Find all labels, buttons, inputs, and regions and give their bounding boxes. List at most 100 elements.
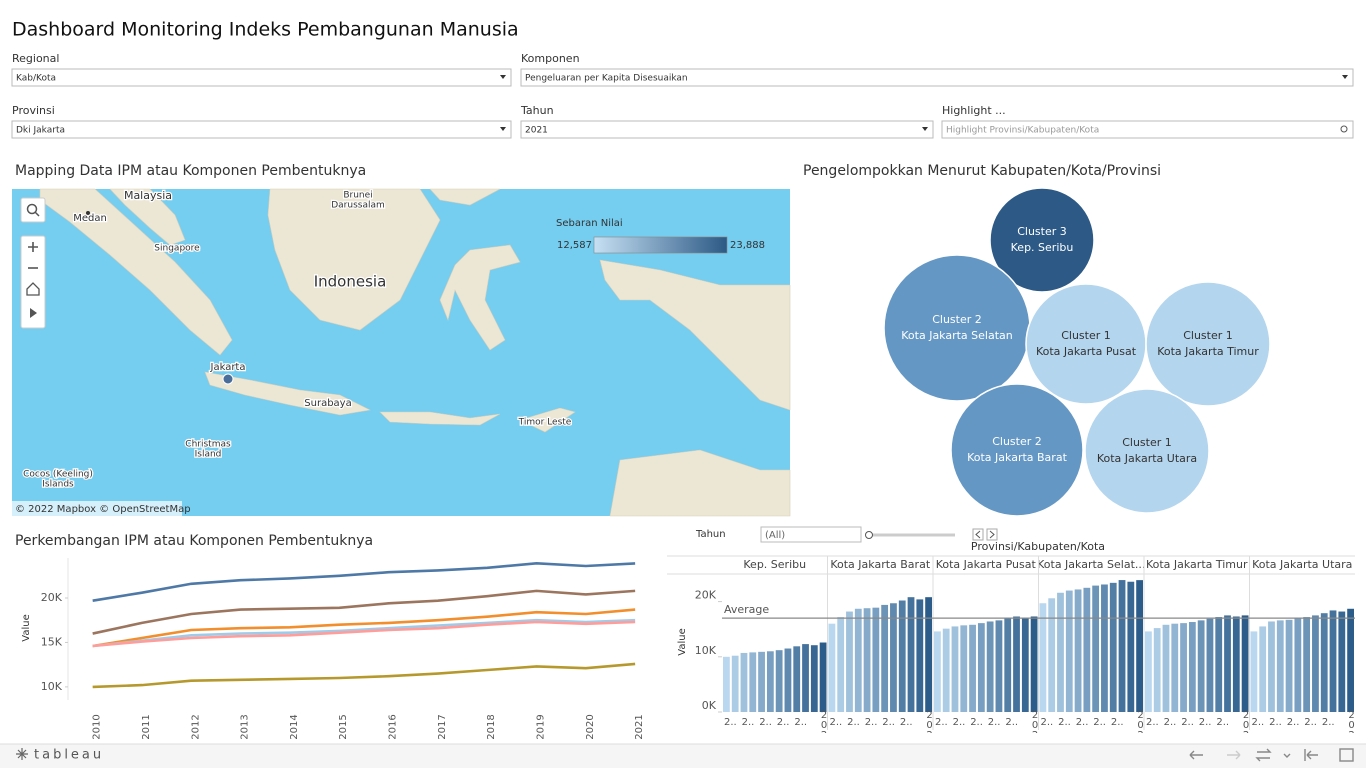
bar[interactable]	[1232, 616, 1240, 712]
bar[interactable]	[872, 607, 880, 712]
bar[interactable]	[898, 600, 906, 712]
bar[interactable]	[1312, 615, 1319, 712]
bar[interactable]	[986, 621, 994, 712]
bar[interactable]	[1153, 628, 1161, 712]
bar[interactable]	[1039, 603, 1047, 712]
undo-button[interactable]	[1189, 750, 1203, 760]
redo-button[interactable]	[1227, 750, 1241, 760]
cluster-bubble[interactable]	[1084, 388, 1210, 514]
bar[interactable]	[793, 646, 801, 712]
slider-next[interactable]	[986, 528, 998, 541]
bar[interactable]	[1021, 617, 1029, 712]
bar[interactable]	[723, 656, 730, 712]
bar[interactable]	[784, 648, 792, 712]
cluster-bubble[interactable]	[989, 187, 1095, 293]
bar[interactable]	[846, 611, 853, 712]
series-line[interactable]	[92, 562, 636, 602]
map-point-jakarta[interactable]	[222, 373, 234, 385]
filter-box[interactable]	[11, 68, 512, 87]
bar[interactable]	[766, 651, 774, 712]
bar[interactable]	[1259, 626, 1267, 712]
bar[interactable]	[1276, 620, 1284, 712]
tableau-logo[interactable]: tableau	[34, 748, 104, 763]
bar[interactable]	[1215, 617, 1223, 712]
bar[interactable]	[1074, 589, 1082, 712]
bar[interactable]	[1285, 619, 1293, 712]
bar[interactable]	[1329, 610, 1337, 712]
bar[interactable]	[1145, 631, 1152, 712]
cluster-bubble[interactable]	[1145, 281, 1271, 407]
bar[interactable]	[1136, 580, 1143, 712]
bar[interactable]	[802, 644, 809, 712]
revert-menu[interactable]	[1283, 753, 1291, 758]
bar[interactable]	[1224, 615, 1231, 712]
bar[interactable]	[854, 608, 862, 712]
bar[interactable]	[1241, 615, 1249, 712]
bar[interactable]	[1065, 590, 1073, 712]
cluster-bubble[interactable]	[1025, 283, 1147, 405]
bar[interactable]	[1004, 618, 1012, 712]
bar[interactable]	[828, 623, 836, 712]
bar[interactable]	[907, 597, 915, 712]
bar[interactable]	[863, 608, 871, 712]
bar[interactable]	[1013, 616, 1020, 712]
bar[interactable]	[881, 604, 889, 712]
zoom-in-button[interactable]	[28, 242, 38, 252]
bar[interactable]	[749, 652, 757, 712]
home-button[interactable]	[26, 282, 40, 296]
bar[interactable]	[925, 597, 932, 712]
year-filter-box[interactable]	[760, 526, 862, 543]
bar[interactable]	[1083, 587, 1091, 712]
bar[interactable]	[740, 652, 748, 712]
map-search-button[interactable]	[20, 197, 46, 223]
cluster-bubble[interactable]	[883, 254, 1031, 402]
reset-button[interactable]	[1304, 749, 1318, 761]
bar[interactable]	[1030, 616, 1038, 712]
bar[interactable]	[1294, 618, 1302, 712]
bar[interactable]	[1162, 624, 1170, 712]
year-slider-handle[interactable]	[865, 531, 873, 539]
bar[interactable]	[1188, 622, 1196, 712]
series-line[interactable]	[92, 662, 636, 689]
bar[interactable]	[1101, 584, 1108, 712]
fullscreen-button[interactable]	[1339, 748, 1354, 762]
bar[interactable]	[1347, 608, 1354, 712]
bar[interactable]	[995, 620, 1003, 712]
series-line[interactable]	[92, 589, 636, 635]
cluster-bubble[interactable]	[950, 383, 1084, 517]
bar[interactable]	[731, 655, 739, 712]
bar[interactable]	[1171, 623, 1179, 712]
bar[interactable]	[960, 625, 968, 712]
bar[interactable]	[1118, 580, 1126, 712]
bar[interactable]	[1109, 582, 1117, 712]
bar[interactable]	[1206, 618, 1214, 712]
bar[interactable]	[810, 645, 818, 712]
bar[interactable]	[1268, 621, 1275, 712]
series-line[interactable]	[92, 618, 636, 648]
revert-button[interactable]	[1255, 748, 1272, 762]
filter-box[interactable]	[520, 120, 934, 139]
bar[interactable]	[1048, 598, 1056, 712]
bar[interactable]	[890, 603, 897, 712]
series-line[interactable]	[92, 620, 636, 648]
bar[interactable]	[758, 651, 765, 712]
bar[interactable]	[1338, 611, 1346, 712]
series-line[interactable]	[92, 608, 636, 648]
bar[interactable]	[934, 631, 941, 712]
filter-box[interactable]	[941, 120, 1354, 139]
bar[interactable]	[1180, 623, 1187, 712]
bar[interactable]	[951, 626, 959, 712]
bar[interactable]	[775, 650, 783, 712]
bar[interactable]	[1197, 620, 1205, 712]
slider-prev[interactable]	[972, 528, 984, 541]
bar[interactable]	[942, 628, 950, 712]
map-play-button[interactable]	[30, 308, 37, 318]
bar[interactable]	[916, 599, 924, 712]
bar[interactable]	[1320, 613, 1328, 712]
bar[interactable]	[1057, 592, 1064, 712]
bar[interactable]	[1303, 617, 1311, 712]
bar[interactable]	[977, 623, 985, 712]
filter-box[interactable]	[520, 68, 1354, 87]
bar[interactable]	[819, 642, 827, 712]
